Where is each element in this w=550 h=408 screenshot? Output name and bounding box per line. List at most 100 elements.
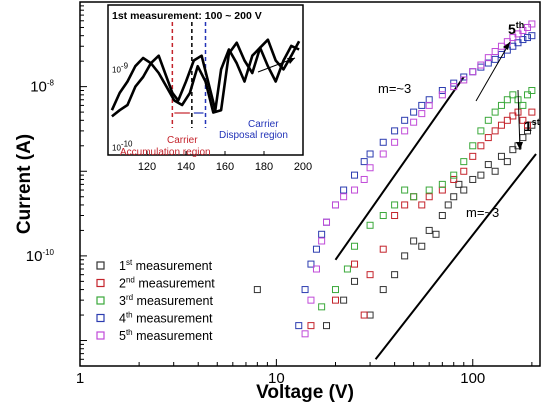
legend-label-base: 2 (119, 277, 126, 291)
scatter-point (410, 108, 418, 116)
scatter-point (360, 158, 368, 166)
scatter-point (366, 221, 374, 229)
arrow-1st-head (516, 142, 523, 150)
x-tick-label: 100 (460, 370, 485, 387)
scatter-point (450, 79, 458, 87)
legend-label-suffix: measurement (132, 259, 212, 273)
legend-label-sup: nd (126, 276, 135, 285)
scatter-point (425, 186, 433, 194)
scatter-point (340, 296, 348, 304)
scatter-point (351, 242, 359, 250)
legend-label-sup: th (126, 328, 133, 337)
scatter-point (523, 23, 531, 31)
scatter-point (391, 271, 399, 279)
scatter-point (503, 96, 511, 104)
fit-line (334, 76, 465, 261)
scatter-point (401, 116, 409, 124)
scatter-point (323, 218, 331, 226)
fit-label: m=~3 (378, 81, 411, 96)
scatter-point (497, 121, 505, 129)
inset-chart: 1st measurement: 100 ~ 200 V 120 140 160 18… (107, 4, 312, 173)
inset-y-tick-label-base: 10 (112, 143, 121, 152)
legend-label-suffix: measurement (133, 329, 213, 343)
scatter-point (366, 271, 374, 279)
annotation-label-base: 1 (524, 118, 532, 134)
legend-marker (96, 278, 105, 288)
scatter-point (450, 175, 458, 183)
scatter-point (425, 193, 433, 201)
x-axis-title: Voltage (V) (256, 382, 354, 403)
annotation-label-base: 5 (508, 21, 516, 37)
scatter-point (477, 142, 485, 150)
scatter-point (528, 108, 536, 116)
scatter-point (379, 212, 387, 220)
scatter-point (323, 322, 331, 330)
inset-x-tick-label: 140 (177, 161, 195, 173)
scatter-point (312, 245, 320, 253)
scatter-point (318, 237, 326, 245)
scatter-point (253, 286, 261, 294)
scatter-point (509, 42, 517, 50)
scatter-point (450, 83, 458, 91)
scatter-point (401, 186, 409, 194)
scatter-point (438, 180, 446, 188)
scatter-point (450, 171, 458, 179)
scatter-point (528, 32, 536, 40)
x-tick-label: 10 (268, 370, 285, 387)
scatter-point (484, 116, 492, 124)
legend-label: 5th measurement (119, 328, 213, 343)
scatter-point (401, 252, 409, 260)
scatter-point (351, 277, 359, 285)
scatter-point (509, 112, 517, 120)
scatter-point (528, 121, 536, 129)
arrow-5th-line (475, 41, 511, 102)
scatter-point (323, 218, 331, 226)
scatter-point (519, 134, 527, 142)
scatter-point (509, 146, 517, 154)
scatter-point (318, 230, 326, 238)
inset-x-tick-label: 180 (255, 161, 273, 173)
scatter-point (477, 127, 485, 135)
scatter-point (438, 186, 446, 194)
scatter-point (477, 171, 485, 179)
legend-marker (96, 296, 105, 305)
inset-y-tick-label-sup: -10 (121, 139, 133, 148)
scatter-point (460, 186, 468, 194)
main-plot-area (253, 20, 537, 360)
inset-region-label: Carrier (248, 119, 279, 130)
legend-label-base: 1 (119, 259, 126, 273)
scatter-point (523, 121, 531, 129)
scatter-point (331, 286, 339, 294)
scatter-point (460, 76, 468, 84)
scatter-point (491, 48, 499, 56)
fit-label: m=~3 (466, 205, 499, 220)
scatter-point (432, 230, 440, 238)
legend-label-suffix: measurement (133, 294, 213, 308)
legend-label: 4th measurement (119, 311, 213, 326)
scatter-point (351, 186, 359, 194)
scatter-point (528, 20, 536, 28)
scatter-point (401, 127, 409, 135)
y-tick-label-sup: -10 (42, 248, 54, 257)
scatter-point (391, 138, 399, 146)
y-axis-title: Current (A) (14, 134, 35, 234)
inset-title: 1st measurement: 100 ~ 200 V (112, 10, 262, 22)
scatter-point (418, 242, 426, 250)
inset-curve (110, 38, 301, 114)
scatter-point (497, 42, 505, 50)
scatter-point (379, 138, 387, 146)
legend-label: 3rd measurement (119, 293, 214, 308)
legend-label-suffix: measurement (135, 277, 215, 291)
scatter-point (484, 134, 492, 142)
inset-x-tick-label: 160 (216, 161, 234, 173)
inset-y-tick-label: 10-9 (112, 61, 129, 74)
fit-line (374, 153, 537, 360)
scatter-point (469, 142, 477, 150)
y-tick-label-base: 10 (26, 248, 43, 265)
scatter-point (425, 96, 433, 104)
scatter-point (312, 265, 320, 273)
legend-label-base: 3 (119, 294, 126, 308)
